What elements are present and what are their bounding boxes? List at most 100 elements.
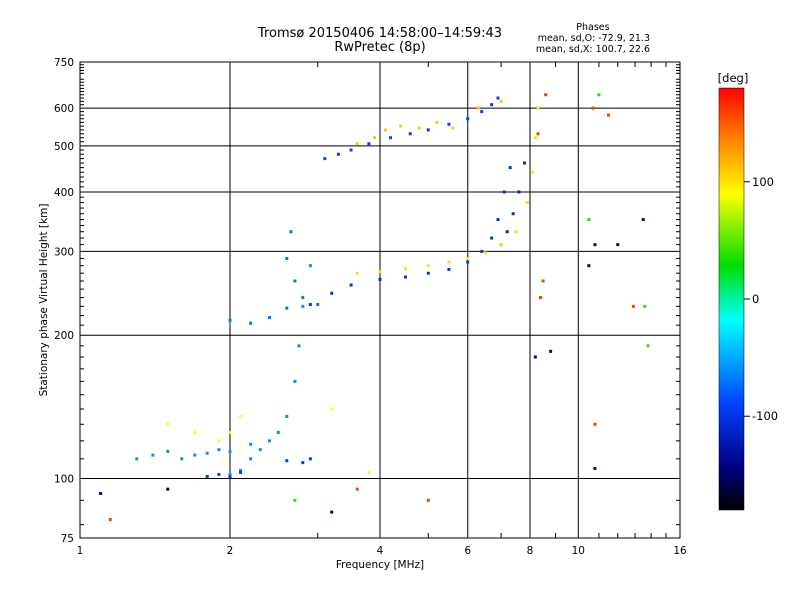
data-point	[367, 470, 371, 474]
data-point	[643, 304, 647, 308]
data-point	[587, 218, 591, 222]
colorbar-tick-label: 0	[752, 292, 759, 306]
data-point	[435, 120, 439, 124]
x-tick-label: 4	[377, 545, 384, 557]
data-points	[99, 93, 650, 522]
grid-lines	[79, 61, 681, 539]
data-point	[531, 170, 535, 174]
data-point	[426, 264, 430, 268]
data-point	[308, 303, 312, 307]
data-point	[99, 492, 103, 496]
x-axis-label: Frequency [MHz]	[336, 559, 424, 571]
x-tick-label: 8	[527, 545, 534, 557]
y-tick-label: 100	[54, 474, 74, 486]
data-point	[323, 157, 327, 161]
data-point	[593, 422, 597, 426]
data-point	[228, 474, 232, 478]
data-point	[217, 472, 221, 476]
x-tick-label: 2	[227, 545, 234, 557]
data-point	[205, 451, 209, 455]
data-point	[426, 128, 430, 132]
phase-stats-x: mean, sd,X: 100.7, 22.6	[535, 44, 650, 55]
data-point	[499, 99, 503, 103]
data-point	[591, 106, 595, 110]
data-point	[249, 457, 253, 461]
data-point	[483, 251, 487, 255]
y-axis: 75 100 200 300 400 500 600 750	[54, 57, 680, 545]
colorbar-label: [deg]	[718, 71, 749, 85]
data-point	[336, 152, 340, 156]
data-point	[285, 256, 289, 260]
data-point	[367, 142, 371, 146]
data-point	[378, 277, 382, 281]
data-point	[451, 126, 455, 130]
data-point	[536, 106, 540, 110]
chart-title: Tromsø 20150406 14:58:00–14:59:43	[257, 26, 503, 41]
data-point	[549, 349, 553, 353]
data-point	[330, 407, 334, 411]
data-point	[228, 318, 232, 322]
data-point	[616, 243, 620, 247]
y-tick-label: 200	[54, 330, 74, 342]
data-point	[593, 243, 597, 247]
data-point	[193, 430, 197, 434]
data-point	[267, 315, 271, 319]
colorbar	[718, 87, 745, 511]
data-point	[587, 264, 591, 268]
data-point	[217, 448, 221, 452]
data-point	[517, 190, 521, 194]
data-point	[349, 148, 353, 152]
data-point	[285, 306, 289, 310]
data-point	[228, 449, 232, 453]
data-point	[447, 267, 451, 271]
data-point	[285, 459, 289, 463]
data-point	[293, 379, 297, 383]
data-point	[330, 510, 334, 514]
x-axis: 1 2 4 6 8 10 16	[77, 62, 687, 557]
data-point	[151, 453, 155, 457]
data-point	[166, 449, 170, 453]
data-point	[631, 304, 635, 308]
data-point	[544, 93, 548, 97]
x-tick-label: 6	[464, 545, 471, 557]
data-point	[293, 498, 297, 502]
data-point	[239, 470, 243, 474]
y-tick-label: 600	[54, 103, 74, 115]
data-point	[301, 296, 305, 300]
data-point	[267, 439, 271, 443]
data-point	[466, 260, 470, 264]
data-point	[466, 256, 470, 260]
data-point	[297, 344, 301, 348]
x-tick-label: 10	[572, 545, 585, 557]
data-point	[496, 96, 500, 100]
y-tick-label: 750	[54, 57, 74, 69]
data-point	[490, 236, 494, 240]
data-point	[533, 136, 537, 140]
y-tick-label: 400	[54, 187, 74, 199]
data-point	[355, 487, 359, 491]
data-point	[426, 271, 430, 275]
data-point	[502, 190, 506, 194]
data-point	[505, 230, 509, 234]
phase-stats-o: mean, sd,O: -72.9, 21.3	[537, 33, 650, 44]
data-point	[316, 303, 320, 307]
data-point	[447, 122, 451, 126]
data-point	[301, 461, 305, 465]
data-point	[499, 243, 503, 247]
data-point	[308, 264, 312, 268]
data-point	[541, 279, 545, 283]
data-point	[108, 518, 112, 522]
x-tick-label: 16	[673, 545, 687, 557]
y-tick-label: 500	[54, 141, 74, 153]
data-point	[249, 442, 253, 446]
data-point	[239, 468, 243, 472]
data-point	[228, 430, 232, 434]
data-point	[447, 260, 451, 264]
data-point	[646, 344, 650, 348]
data-point	[408, 132, 412, 136]
data-point	[496, 218, 500, 222]
data-point	[511, 212, 515, 216]
y-axis-label: Stationary phase Virtual Height [km]	[38, 204, 50, 397]
data-point	[289, 230, 293, 234]
